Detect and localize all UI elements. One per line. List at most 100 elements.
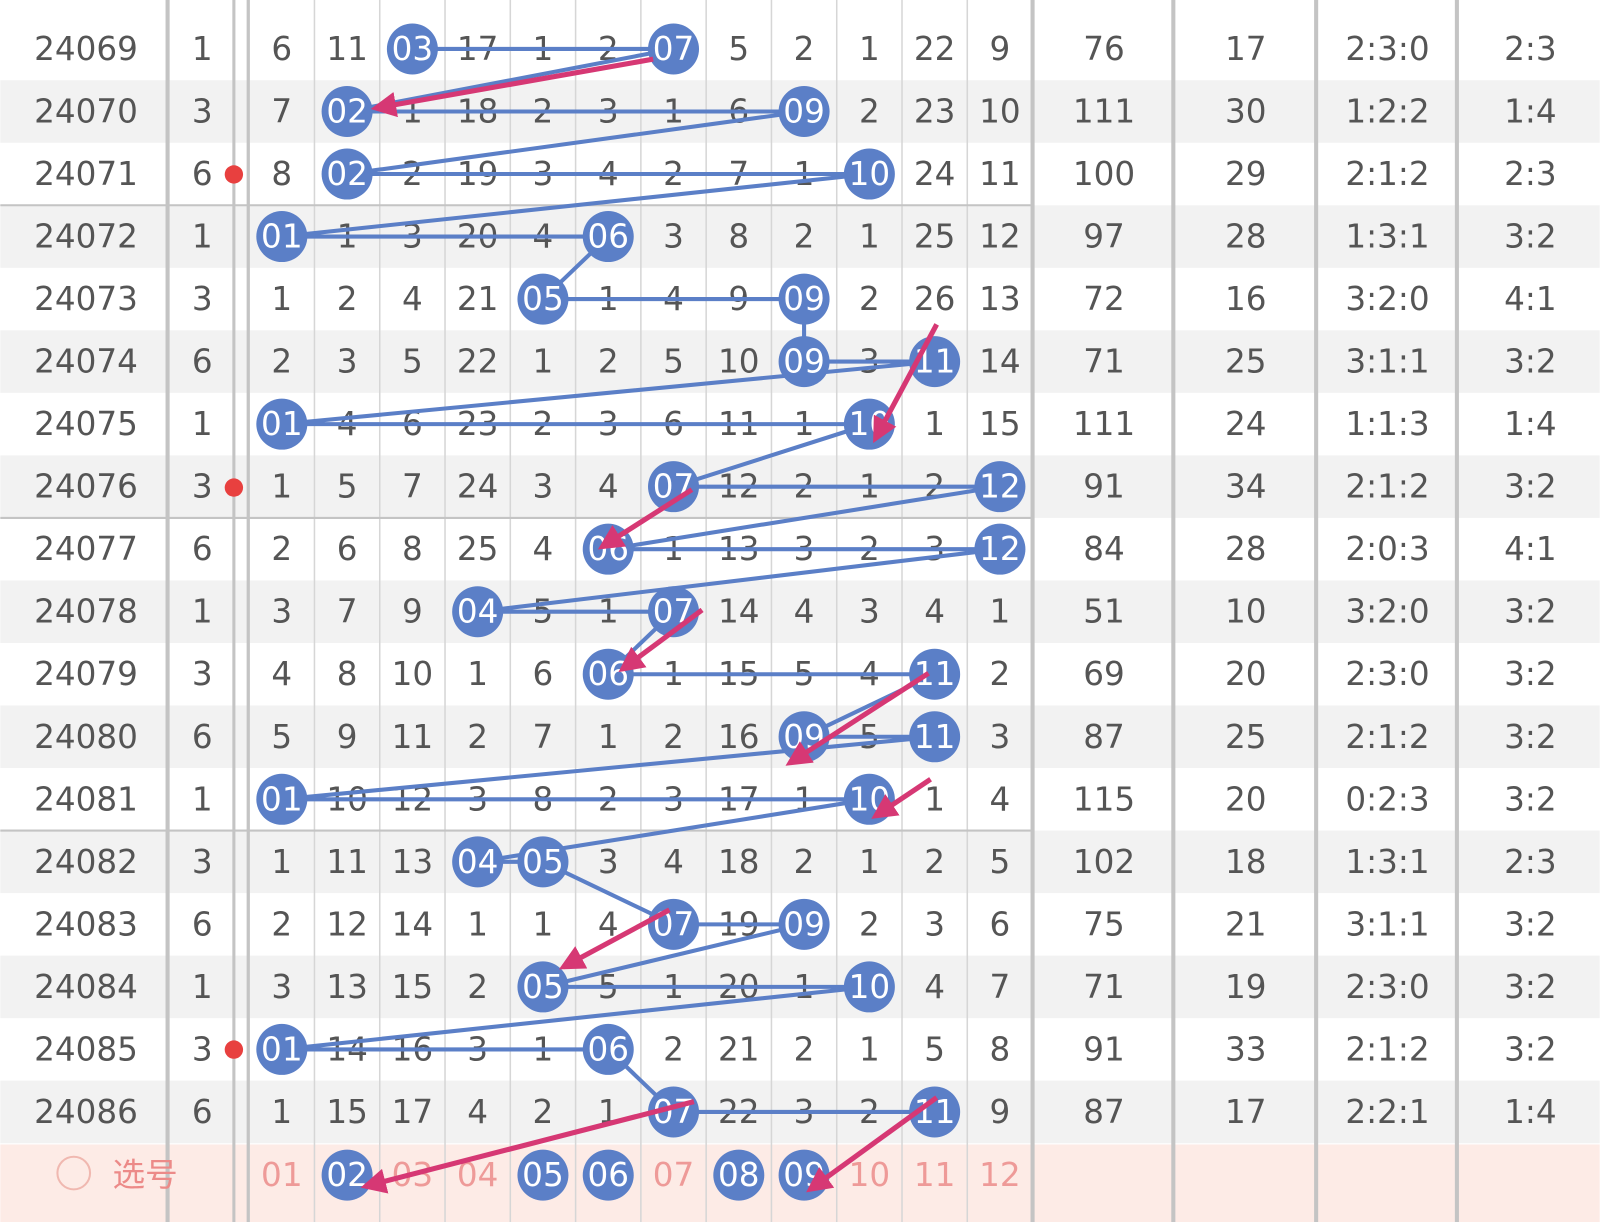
- miss-count: 3: [598, 843, 619, 881]
- option-number[interactable]: 07: [653, 1156, 695, 1194]
- marker: [224, 165, 244, 184]
- period: 24072: [34, 218, 138, 256]
- hit-ball: [582, 211, 634, 263]
- miss-count: 5: [924, 1030, 945, 1068]
- miss-count: 2: [990, 655, 1011, 693]
- miss-count: 11: [326, 843, 368, 881]
- miss-count: 2: [794, 1030, 815, 1068]
- miss-count: 12: [326, 905, 368, 943]
- period: 24073: [34, 280, 138, 318]
- stat: 71: [1083, 968, 1125, 1006]
- stat: 10: [1225, 593, 1267, 631]
- stat: 87: [1083, 718, 1125, 756]
- stat: 111: [1073, 405, 1135, 443]
- miss-count: 15: [979, 405, 1021, 443]
- miss-count: 2: [663, 1030, 684, 1068]
- miss-count: 25: [457, 530, 499, 568]
- stat: 2:3:0: [1345, 968, 1429, 1006]
- stat: 3:2:0: [1345, 280, 1429, 318]
- selected-number[interactable]: 06: [587, 1156, 629, 1194]
- miss-count: 22: [914, 30, 956, 68]
- miss-count: 2: [337, 280, 358, 318]
- selected-number[interactable]: 05: [522, 1156, 564, 1194]
- miss-count: 1: [271, 468, 292, 506]
- group: 6: [192, 343, 213, 381]
- hit-ball: [648, 461, 700, 513]
- hit-ball: [517, 836, 569, 888]
- stat: 34: [1225, 468, 1267, 506]
- miss-count: 3: [859, 593, 880, 631]
- option-number[interactable]: 11: [914, 1156, 956, 1194]
- hit-number: 04: [457, 843, 499, 881]
- miss-count: 9: [337, 718, 358, 756]
- stat: 3:2: [1504, 780, 1557, 818]
- miss-count: 4: [533, 530, 554, 568]
- period: 24080: [34, 718, 138, 756]
- miss-count: 1: [990, 593, 1011, 631]
- miss-count: 2: [467, 718, 488, 756]
- hit-ball: [256, 1023, 308, 1075]
- miss-count: 17: [392, 1093, 434, 1131]
- stat: 100: [1073, 155, 1135, 193]
- stat: 3:1:1: [1345, 343, 1429, 381]
- hit-ball: [256, 211, 308, 263]
- miss-count: 6: [271, 30, 292, 68]
- miss-count: 15: [326, 1093, 368, 1131]
- stat: 17: [1225, 30, 1267, 68]
- miss-count: 4: [598, 468, 619, 506]
- stat: 72: [1083, 280, 1125, 318]
- miss-count: 2: [859, 280, 880, 318]
- option-number[interactable]: 12: [979, 1156, 1021, 1194]
- option-number[interactable]: 01: [261, 1156, 303, 1194]
- stat: 25: [1225, 343, 1267, 381]
- arrow: [873, 323, 939, 444]
- miss-count: 7: [533, 718, 554, 756]
- selected-ball[interactable]: [321, 1149, 373, 1201]
- arrow: [871, 777, 932, 819]
- selected-number[interactable]: 02: [326, 1156, 368, 1194]
- hit-number: 06: [587, 218, 629, 256]
- stat: 1:3:1: [1345, 218, 1429, 256]
- hit-ball: [452, 586, 504, 638]
- period: 24071: [34, 155, 138, 193]
- hit-ball: [256, 398, 308, 450]
- hit-number: 07: [653, 30, 695, 68]
- stat: 91: [1083, 1030, 1125, 1068]
- select-radio[interactable]: [56, 1155, 92, 1191]
- hit-number: 12: [979, 530, 1021, 568]
- arrow: [558, 907, 671, 970]
- trend-line: [281, 46, 1001, 1114]
- miss-count: 4: [598, 905, 619, 943]
- marker: [224, 1040, 244, 1059]
- group: 3: [192, 280, 213, 318]
- miss-count: 9: [990, 30, 1011, 68]
- miss-count: 14: [979, 343, 1021, 381]
- selected-ball[interactable]: [517, 1149, 569, 1201]
- hit-number: 01: [261, 405, 303, 443]
- miss-count: 2: [859, 905, 880, 943]
- selected-ball[interactable]: [713, 1149, 765, 1201]
- stat: 3:1:1: [1345, 905, 1429, 943]
- stat: 28: [1225, 218, 1267, 256]
- hit-ball: [517, 961, 569, 1013]
- miss-count: 3: [990, 718, 1011, 756]
- option-number[interactable]: 10: [849, 1156, 891, 1194]
- hit-number: 11: [914, 343, 956, 381]
- stat: 1:1:3: [1345, 405, 1429, 443]
- miss-count: 7: [271, 92, 292, 130]
- stat: 87: [1083, 1093, 1125, 1131]
- stat: 2:2:1: [1345, 1093, 1429, 1131]
- miss-count: 4: [467, 1093, 488, 1131]
- selected-number[interactable]: 08: [718, 1156, 760, 1194]
- miss-count: 23: [914, 92, 956, 130]
- selected-number[interactable]: 09: [783, 1156, 825, 1194]
- stat: 2:1:2: [1345, 468, 1429, 506]
- miss-count: 25: [914, 218, 956, 256]
- group: 6: [192, 155, 213, 193]
- stat: 97: [1083, 218, 1125, 256]
- group: 3: [192, 843, 213, 881]
- period: 24076: [34, 468, 138, 506]
- stat: 0:2:3: [1345, 780, 1429, 818]
- selector-label: 选号: [113, 1156, 178, 1194]
- selected-ball[interactable]: [582, 1149, 634, 1201]
